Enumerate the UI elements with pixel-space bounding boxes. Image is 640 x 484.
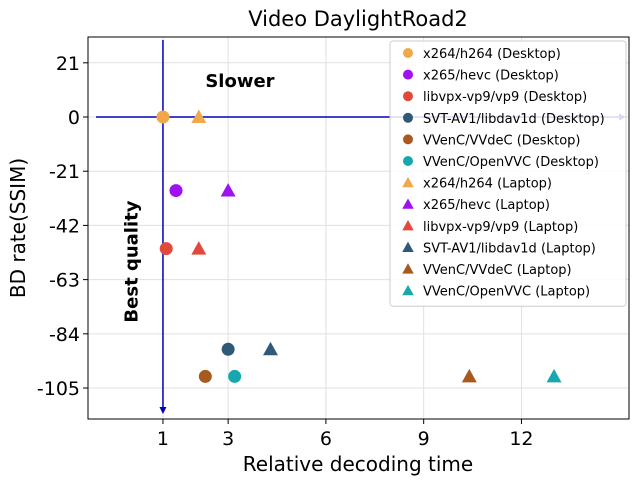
legend: x264/h264 (Desktop) x265/hevc (Desktop) li…	[389, 40, 627, 307]
legend-label: libvpx-vp9/vp9 (Desktop)	[423, 90, 587, 105]
y-tick-label: -105	[37, 378, 80, 400]
data-point	[169, 184, 183, 198]
x-tick-label: 12	[509, 428, 533, 450]
y-tick-label: -84	[49, 324, 80, 346]
data-point	[546, 368, 562, 383]
y-tick-label: 0	[68, 107, 80, 129]
x-tick-label: 6	[320, 428, 332, 450]
legend-label: SVT-AV1/libdav1d (Desktop)	[423, 112, 605, 127]
annotations: Slower Best quality	[121, 71, 274, 323]
y-tick-label: -63	[49, 270, 80, 292]
data-point	[228, 369, 242, 383]
x-axis-title: Relative decoding time	[243, 452, 473, 476]
legend-label: VVenC/VVdeC (Desktop)	[423, 133, 580, 148]
y-axis-title: BD rate(SSIM)	[6, 158, 30, 298]
y-tick-label: 21	[56, 53, 80, 75]
legend-marker	[402, 220, 414, 231]
data-point	[221, 342, 235, 356]
legend-label: x264/h264 (Desktop)	[423, 47, 561, 62]
axis-ticks: 1 3 6 9 12 21 0 -21 -42 -63 -84 -105	[37, 53, 534, 450]
legend-marker	[402, 198, 414, 209]
data-point	[461, 368, 477, 383]
data-point	[191, 241, 207, 255]
legend-marker	[403, 112, 413, 123]
legend-label: x265/hevc (Laptop)	[423, 198, 550, 213]
legend-label: libvpx-vp9/vp9 (Laptop)	[423, 220, 578, 235]
legend-label: x264/h264 (Laptop)	[423, 177, 552, 192]
y-tick-label: -42	[49, 215, 80, 237]
data-point	[263, 341, 278, 356]
legend-marker	[402, 284, 414, 296]
plot-frame	[87, 36, 630, 420]
legend-marker	[403, 134, 413, 145]
chart-annotation: Best quality	[121, 200, 142, 322]
data-point	[198, 369, 212, 383]
chart-annotation: Slower	[205, 71, 274, 92]
legend-label: VVenC/OpenVVC (Desktop)	[423, 155, 599, 170]
legend-marker	[403, 69, 413, 80]
legend-marker	[403, 156, 413, 166]
legend-box	[389, 40, 627, 307]
legend-label: x265/hevc (Desktop)	[423, 69, 559, 84]
data-point	[220, 183, 236, 197]
y-tick-label: -21	[49, 161, 80, 183]
x-tick-label: 3	[222, 428, 234, 450]
x-tick-label: 1	[157, 428, 169, 450]
legend-label: VVenC/VVdeC (Laptop)	[423, 263, 572, 278]
legend-marker	[403, 48, 413, 58]
x-tick-label: 9	[418, 428, 430, 450]
legend-marker	[402, 241, 414, 252]
legend-marker	[402, 263, 414, 274]
data-point	[191, 109, 207, 123]
legend-label: VVenC/OpenVVC (Laptop)	[423, 285, 590, 300]
vertical-arrowhead	[159, 407, 167, 414]
data-points	[156, 109, 562, 383]
legend-marker	[402, 176, 414, 188]
data-point	[156, 110, 170, 124]
chart-title: Video DaylightRoad2	[248, 7, 468, 31]
data-point	[159, 242, 173, 256]
legend-label: SVT-AV1/libdav1d (Laptop)	[423, 241, 596, 256]
legend-marker	[403, 91, 413, 102]
